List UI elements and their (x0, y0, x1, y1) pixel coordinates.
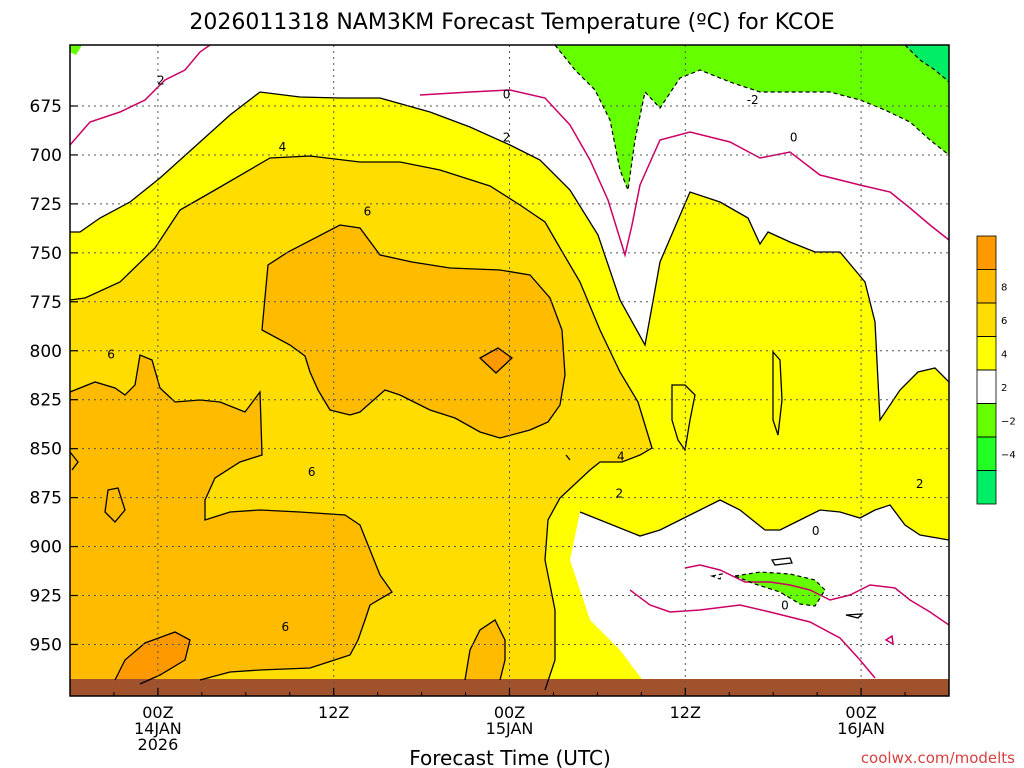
x-tick-label: 12Z (670, 703, 701, 722)
isotherm-4 (70, 155, 653, 691)
colorbar-label: −4 (1001, 450, 1016, 461)
isotherm-lines (70, 91, 949, 691)
dashed-isotherm-lines (554, 45, 949, 607)
x-axis-label: Forecast Time (UTC) (409, 746, 611, 768)
y-tick-label: 900 (30, 538, 62, 558)
isotherm-0-upper (419, 89, 949, 258)
credit-text: coolwx.com/modelts (861, 749, 1015, 767)
y-tick-label: 750 (30, 244, 62, 264)
x-tick-label: 00Z (494, 703, 525, 722)
contour-label: 0 (503, 87, 511, 101)
grid-lines (70, 45, 949, 696)
y-tick-label: 825 (30, 391, 62, 411)
x-tick-label: 2026 (138, 735, 179, 754)
isotherm-4-dot (565, 454, 571, 461)
contour-label: 2 (503, 130, 511, 144)
y-tick-label: 775 (30, 293, 62, 313)
colorbar-label: 2 (1001, 383, 1007, 394)
contour-label: 4 (279, 140, 287, 154)
band-8to10 (115, 632, 190, 684)
isotherm-neg4 (904, 45, 949, 83)
isotherm-4-island-a (671, 384, 696, 452)
contour-label: -2 (747, 93, 759, 107)
isotherm-6-small (464, 619, 506, 681)
band-neg2to0 (555, 45, 949, 190)
contour-label: 0 (781, 598, 789, 612)
colorbar-label: 6 (1001, 316, 1007, 327)
x-tick-label: 00Z (142, 703, 173, 722)
x-tick-label: 00Z (845, 703, 876, 722)
contour-label: 6 (107, 348, 115, 362)
isotherm-0-left (70, 45, 211, 146)
y-tick-label: 875 (30, 489, 62, 509)
colorbar: 8 6 4 2 −2 −4 (976, 235, 1016, 505)
contour-labels: 2 0 -2 2 0 4 6 6 4 6 2 2 0 0 6 (107, 74, 923, 634)
contour-label: 6 (308, 465, 316, 479)
contour-label: 2 (157, 74, 165, 88)
isotherm-2 (70, 91, 949, 422)
colorbar-label: 4 (1001, 349, 1007, 360)
chart-title: 2026011318 NAM3KM Forecast Temperature (… (189, 10, 834, 35)
isotherm-6 (70, 354, 393, 681)
y-tick-label: 950 (30, 635, 62, 655)
band-neg4to-2 (905, 45, 949, 82)
isotherm-6-edge (70, 451, 79, 471)
band-neg2to0-lower (735, 572, 825, 606)
x-tick-label: 16JAN (837, 719, 885, 738)
colorbar-segment (976, 269, 997, 304)
isotherm-2-lower (579, 499, 949, 541)
y-tick-label: 725 (30, 195, 62, 215)
isotherm-6-upper (261, 224, 566, 439)
band-0to2-lower (570, 500, 949, 690)
y-axis: 675 700 725 750 775 800 825 850 875 900 925 950 (30, 97, 78, 655)
colorbar-label: −2 (1001, 416, 1016, 427)
isotherm-4-island-b (772, 350, 783, 436)
band-6to8-upper (262, 225, 565, 438)
colorbar-segment (976, 302, 997, 337)
y-tick-label: 675 (30, 97, 62, 117)
isotherm-0-bottom (629, 589, 876, 679)
band-6to8 (70, 355, 392, 690)
colorbar-segment (976, 369, 997, 404)
contour-label: 6 (364, 205, 372, 219)
x-tick-label: 15JAN (486, 719, 534, 738)
contour-label: 0 (812, 524, 820, 538)
x-tick-label: 12Z (318, 703, 349, 722)
colorbar-label: 8 (1001, 282, 1007, 293)
y-tick-label: 850 (30, 440, 62, 460)
isotherm-neg2-upper (554, 45, 949, 193)
isotherm-4-island-d (845, 613, 864, 619)
y-tick-label: 800 (30, 342, 62, 362)
contour-label: 4 (617, 449, 625, 463)
plot-area: 2 0 -2 2 0 4 6 6 4 6 2 2 0 0 6 (70, 45, 949, 696)
isotherm-0-dot (884, 634, 894, 646)
contour-label: 2 (616, 487, 624, 501)
isotherm-4-island-c (770, 557, 793, 566)
isotherm-8-small (478, 347, 514, 374)
y-tick-label: 700 (30, 146, 62, 166)
colorbar-segment (976, 235, 997, 270)
band-6to8-small (465, 620, 505, 680)
colorbar-segment (976, 436, 997, 471)
contour-label: 6 (282, 620, 290, 634)
isotherm-4-pocket (104, 487, 126, 523)
contour-label: 2 (916, 477, 924, 491)
y-tick-label: 925 (30, 587, 62, 607)
contour-label: 0 (790, 130, 798, 144)
x-tick-label: 14JAN (134, 719, 182, 738)
colorbar-segment (976, 336, 997, 371)
colorbar-segment (976, 470, 997, 505)
isotherm-8 (114, 631, 191, 685)
colorbar-segment (976, 403, 997, 438)
band-neg2to0-topleft (70, 45, 82, 55)
